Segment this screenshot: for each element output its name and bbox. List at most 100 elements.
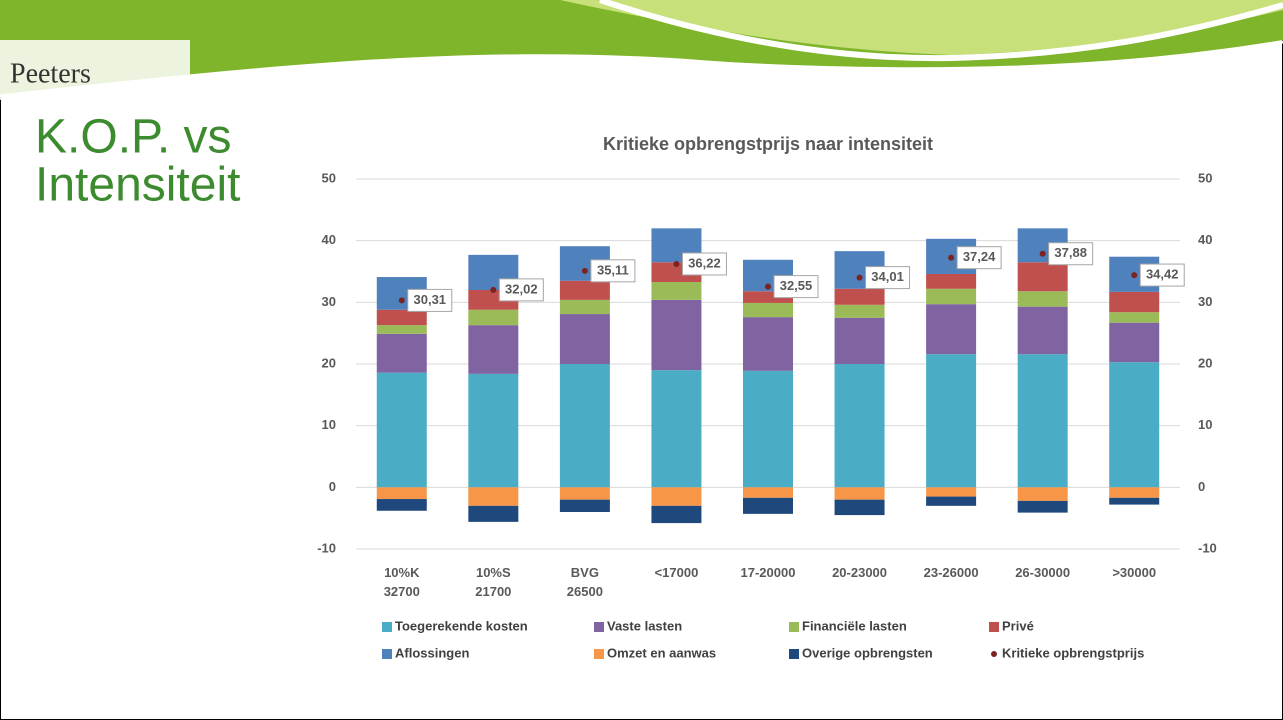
bar-segment [926,288,977,305]
legend-swatch [789,649,799,659]
bar-segment [1109,362,1160,488]
x-tick-label: 20-23000 [832,565,887,580]
bar-segment [1109,497,1160,505]
bar-segment [834,317,885,364]
legend-swatch [382,649,392,659]
bar-segment [743,497,793,514]
legend-swatch [594,649,604,659]
bar-segment [559,280,610,300]
chart-title: Kritieke opbrengstprijs naar intensiteit [603,134,933,154]
bar-segment [468,487,519,506]
x-tick-label: 26-30000 [1015,565,1070,580]
x-tick-line: 17-20000 [741,565,796,580]
x-tick-label: 17-20000 [741,565,796,580]
bar-segment [926,273,977,289]
y-tick-label: 10 [322,417,336,432]
data-label-box [407,288,453,312]
header-highlight [560,0,1283,55]
x-tick-line: 26-30000 [1015,565,1070,580]
data-label-box [1139,263,1185,287]
bar-segment [376,499,427,511]
x-tick-label: 23-26000 [924,565,979,580]
legend-swatch [382,622,392,632]
y-tick-label: 50 [322,170,336,185]
y2-tick-label: 0 [1198,479,1205,494]
data-label-box [590,259,636,283]
bar-segment [1109,312,1160,323]
header-line [599,0,1283,62]
bar-segment [468,325,519,374]
data-label: 34,42 [1146,267,1179,282]
bar-segment [834,487,885,500]
bar-segment [926,354,977,488]
bar-segment [1017,291,1068,307]
x-tick-line: 26500 [567,584,603,599]
x-tick-label: 10%K 32700 [384,565,420,599]
bar-segment [651,505,702,524]
bar-segment [559,299,610,315]
bar-segment [651,487,702,506]
legend-swatch [989,622,999,632]
x-tick-label: 10%S 21700 [475,565,511,599]
y2-tick-label: 30 [1198,294,1212,309]
y-tick-label: 0 [329,479,336,494]
legend-label: Privé [1002,618,1034,633]
legend-swatch [789,622,799,632]
bar-segment [743,317,793,371]
bar-segment [834,288,885,305]
header-edge [0,40,1283,98]
bar-segment [1109,291,1160,313]
data-label: 32,55 [780,278,813,293]
y2-tick-label: 50 [1198,170,1212,185]
point-marker [1131,272,1138,279]
bar-segment [1017,354,1068,488]
x-tick-line: <17000 [655,565,699,580]
point-marker [398,297,405,304]
y-tick-label: -10 [317,540,336,555]
y-tick-label: 40 [322,232,336,247]
legend-label: Overige opbrengsten [802,645,933,660]
bar-segment [834,499,885,516]
data-label-box [773,275,819,299]
data-label: 32,02 [505,281,538,296]
legend-label: Aflossingen [395,645,469,660]
bar-segment [926,487,977,497]
bar-segment [376,333,427,373]
legend-label: Kritieke opbrengstprijs [1002,645,1144,660]
bar-segment [1017,487,1068,501]
data-label-box [865,266,911,290]
bar-segment [651,370,702,488]
legend-label: Omzet en aanwas [607,645,716,660]
point-marker [673,260,680,267]
bar-segment [1109,487,1160,498]
point-marker [948,254,955,261]
bar-segment [743,370,793,488]
x-tick-label: BVG 26500 [567,565,603,599]
bar-segment [834,364,885,488]
bar-segment [468,373,519,488]
bar-segment [651,299,702,371]
bar-segment [743,291,793,303]
y2-tick-label: 20 [1198,355,1212,370]
bar-segment [926,304,977,355]
logo-bg [0,40,190,100]
data-label: 36,22 [688,255,721,270]
bar-segment [468,309,519,326]
point-marker [490,286,497,293]
bar-segment [743,302,793,318]
point-marker [1039,250,1046,257]
data-label: 37,24 [963,249,996,264]
y2-tick-label: 10 [1198,417,1212,432]
bar-segment [743,487,793,498]
x-tick-line: 21700 [475,584,511,599]
data-label-box [498,278,544,302]
data-label-box [1048,242,1094,266]
bar-segment [376,309,427,326]
data-label-box [956,246,1002,270]
legend-swatch [594,622,604,632]
y2-tick-label: 40 [1198,232,1212,247]
bar-segment [559,314,610,364]
bar-segment [559,499,610,512]
